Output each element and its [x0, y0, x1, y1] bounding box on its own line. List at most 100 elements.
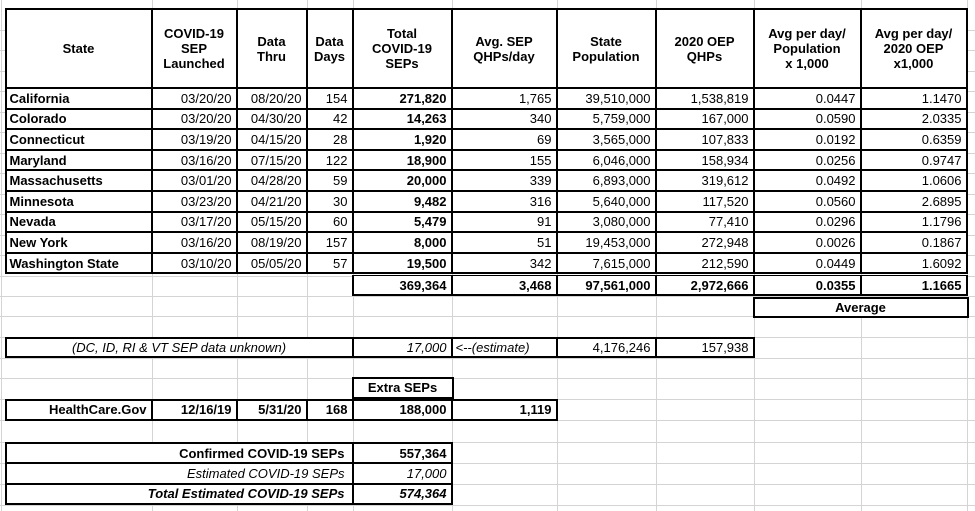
cell-days[interactable]: 57 [306, 252, 353, 274]
hc-thru-cell[interactable]: 5/31/20 [236, 399, 307, 420]
cell-avg[interactable]: 1,765 [451, 88, 557, 109]
cell-pop[interactable]: 6,893,000 [556, 170, 656, 191]
estimated-seps-value[interactable]: 17,000 [352, 463, 452, 484]
cell-poep[interactable]: 0.1867 [860, 232, 967, 253]
cell-poep[interactable]: 1.6092 [860, 252, 967, 274]
average-label-cell[interactable]: Average [752, 296, 969, 319]
cell-seps[interactable]: 1,920 [352, 129, 452, 150]
hc-source-cell[interactable]: HealthCare.Gov [5, 399, 152, 420]
total-pop-cell[interactable]: 97,561,000 [556, 275, 656, 296]
cell-pop[interactable]: 3,565,000 [556, 129, 656, 150]
cell-thru[interactable]: 08/20/20 [236, 88, 307, 109]
cell-state[interactable]: Minnesota [5, 190, 152, 212]
estimate-note-cell[interactable]: <--(estimate) [451, 337, 557, 357]
cell-seps[interactable]: 14,263 [352, 108, 452, 130]
cell-oep[interactable]: 1,538,819 [655, 88, 754, 109]
cell-avg[interactable]: 316 [451, 190, 557, 212]
total-avg-cell[interactable]: 3,468 [451, 275, 557, 296]
cell-oep[interactable]: 158,934 [655, 149, 754, 171]
cell-poep[interactable]: 1.0606 [860, 170, 967, 191]
header-cell-thru[interactable]: Data Thru [236, 9, 307, 88]
cell-oep[interactable]: 272,948 [655, 232, 754, 253]
hc-days-cell[interactable]: 168 [306, 399, 353, 420]
cell-days[interactable]: 28 [306, 129, 353, 150]
cell-days[interactable]: 59 [306, 170, 353, 191]
cell-poep[interactable]: 1.1796 [860, 211, 967, 233]
cell-pop[interactable]: 6,046,000 [556, 149, 656, 171]
total-oep-cell[interactable]: 2,972,666 [655, 275, 754, 296]
cell-state[interactable]: Connecticut [5, 129, 152, 150]
cell-poep[interactable]: 0.6359 [860, 129, 967, 150]
header-cell-days[interactable]: Data Days [306, 9, 353, 88]
cell-days[interactable]: 42 [306, 108, 353, 130]
cell-launched[interactable]: 03/16/20 [151, 232, 237, 253]
cell-ppop[interactable]: 0.0447 [753, 88, 861, 109]
cell-avg[interactable]: 155 [451, 149, 557, 171]
cell-thru[interactable]: 05/05/20 [236, 252, 307, 274]
cell-days[interactable]: 30 [306, 190, 353, 212]
cell-pop[interactable]: 39,510,000 [556, 88, 656, 109]
cell-oep[interactable]: 117,520 [655, 190, 754, 212]
cell-seps[interactable]: 5,479 [352, 211, 452, 233]
cell-oep[interactable]: 212,590 [655, 252, 754, 274]
confirmed-seps-value[interactable]: 557,364 [352, 443, 452, 464]
cell-state[interactable]: Maryland [5, 149, 152, 171]
cell-state[interactable]: Colorado [5, 108, 152, 130]
cell-thru[interactable]: 04/30/20 [236, 108, 307, 130]
header-cell-oep-qhps[interactable]: 2020 OEP QHPs [655, 9, 754, 88]
hc-avg-cell[interactable]: 1,119 [451, 399, 557, 420]
cell-poep[interactable]: 2.6895 [860, 190, 967, 212]
header-cell-launched[interactable]: COVID-19 SEP Launched [151, 9, 237, 88]
total-estimated-seps-value[interactable]: 574,364 [352, 483, 452, 505]
cell-launched[interactable]: 03/17/20 [151, 211, 237, 233]
unknown-oep-cell[interactable]: 157,938 [655, 337, 754, 357]
cell-pop[interactable]: 19,453,000 [556, 232, 656, 253]
cell-thru[interactable]: 04/15/20 [236, 129, 307, 150]
cell-poep[interactable]: 1.1470 [860, 88, 967, 109]
cell-launched[interactable]: 03/10/20 [151, 252, 237, 274]
confirmed-seps-label[interactable]: Confirmed COVID-19 SEPs [5, 443, 353, 464]
cell-avg[interactable]: 342 [451, 252, 557, 274]
cell-oep[interactable]: 77,410 [655, 211, 754, 233]
header-cell-population[interactable]: State Population [556, 9, 656, 88]
cell-state[interactable]: Massachusetts [5, 170, 152, 191]
cell-ppop[interactable]: 0.0590 [753, 108, 861, 130]
header-cell-avg-day[interactable]: Avg. SEP QHPs/day [451, 9, 557, 88]
extra-seps-header-cell[interactable]: Extra SEPs [351, 377, 454, 399]
cell-launched[interactable]: 03/20/20 [151, 108, 237, 130]
cell-avg[interactable]: 51 [451, 232, 557, 253]
cell-pop[interactable]: 5,759,000 [556, 108, 656, 130]
cell-ppop[interactable]: 0.0256 [753, 149, 861, 171]
hc-seps-cell[interactable]: 188,000 [352, 399, 452, 420]
cell-thru[interactable]: 05/15/20 [236, 211, 307, 233]
cell-ppop[interactable]: 0.0192 [753, 129, 861, 150]
unknown-pop-cell[interactable]: 4,176,246 [556, 337, 656, 357]
cell-avg[interactable]: 69 [451, 129, 557, 150]
cell-avg[interactable]: 91 [451, 211, 557, 233]
cell-launched[interactable]: 03/01/20 [151, 170, 237, 191]
estimated-seps-label[interactable]: Estimated COVID-19 SEPs [5, 463, 353, 484]
cell-days[interactable]: 157 [306, 232, 353, 253]
cell-avg[interactable]: 339 [451, 170, 557, 191]
cell-poep[interactable]: 0.9747 [860, 149, 967, 171]
cell-thru[interactable]: 08/19/20 [236, 232, 307, 253]
header-cell-per-oep[interactable]: Avg per day/ 2020 OEP x1,000 [860, 9, 967, 88]
hc-launched-cell[interactable]: 12/16/19 [151, 399, 237, 420]
total-seps-cell[interactable]: 369,364 [352, 275, 452, 296]
cell-seps[interactable]: 18,900 [352, 149, 452, 171]
cell-avg[interactable]: 340 [451, 108, 557, 130]
cell-days[interactable]: 122 [306, 149, 353, 171]
cell-ppop[interactable]: 0.0560 [753, 190, 861, 212]
cell-ppop[interactable]: 0.0492 [753, 170, 861, 191]
cell-ppop[interactable]: 0.0026 [753, 232, 861, 253]
cell-poep[interactable]: 2.0335 [860, 108, 967, 130]
cell-state[interactable]: California [5, 88, 152, 109]
total-estimated-seps-label[interactable]: Total Estimated COVID-19 SEPs [5, 483, 353, 505]
cell-oep[interactable]: 167,000 [655, 108, 754, 130]
cell-seps[interactable]: 9,482 [352, 190, 452, 212]
unknown-seps-cell[interactable]: 17,000 [352, 337, 452, 357]
cell-days[interactable]: 154 [306, 88, 353, 109]
cell-seps[interactable]: 271,820 [352, 88, 452, 109]
cell-seps[interactable]: 20,000 [352, 170, 452, 191]
cell-days[interactable]: 60 [306, 211, 353, 233]
